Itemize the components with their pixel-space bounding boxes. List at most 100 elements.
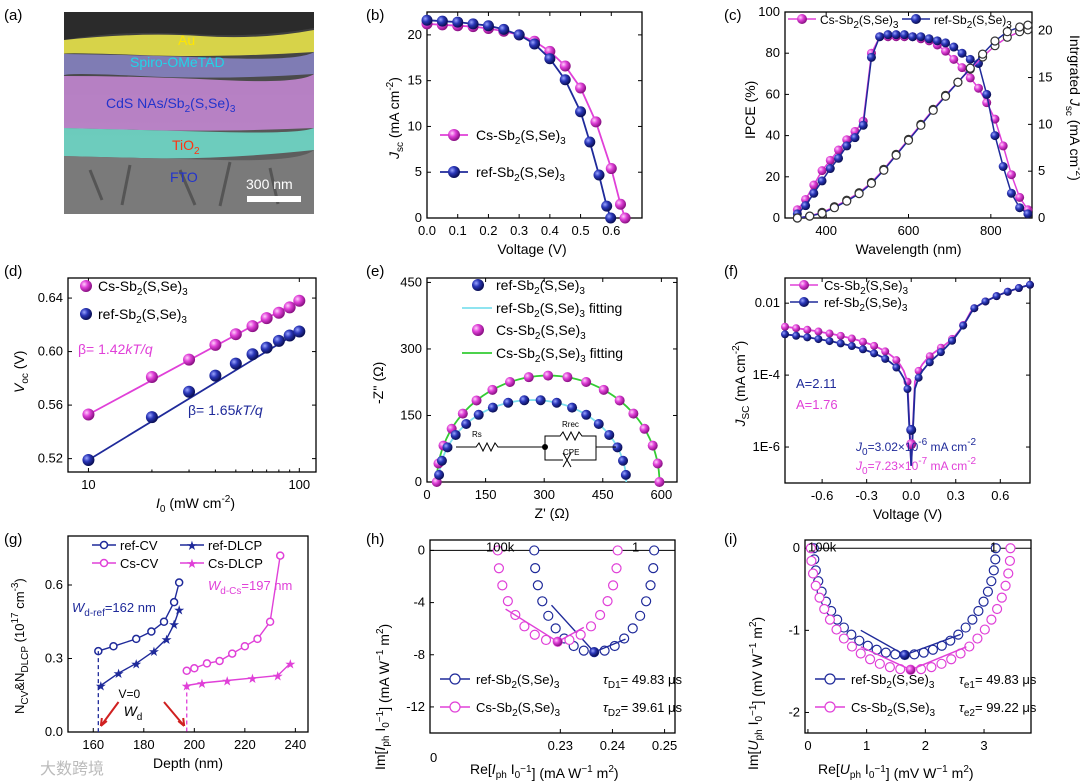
data-point [1023,209,1033,219]
data-point-cs [864,654,876,665]
data-point-cs [846,641,858,652]
text-part: m [749,627,765,643]
data-point [559,60,571,72]
data-point-ref [978,596,989,607]
data-point-cs [1005,543,1016,554]
legend-tau: τe2= 99.22 μs [959,700,1037,719]
data-point [982,89,992,99]
y-tick-label: 20 [408,27,422,42]
y-tick-label: 0.56 [38,397,63,412]
data-point [275,551,285,560]
data-point-ref [1014,284,1023,293]
data-point-cs [838,633,849,644]
data-point-ref [914,373,923,382]
text-part: ref-Sb [851,672,886,687]
data-point-ref [927,644,939,655]
text-part: Cs-Sb [851,700,887,715]
text-part: SC [741,406,752,420]
data-point-ref [627,623,638,634]
data-point-ref [858,345,867,354]
text-part: 2 [515,136,521,147]
data-point-integrated [879,165,889,175]
text-part: -2 [1073,167,1080,176]
legend-label-ref: ref-Sb2(S,Se)3 [824,295,908,314]
text-part: (S,Se) [540,345,580,361]
peak-point [906,665,916,675]
x-tick-label: 180 [133,737,155,752]
data-point-ref [620,469,631,480]
text-part: 2 [512,708,518,719]
data-point-cs [575,629,586,640]
annotation-v0: V=0 [119,687,141,701]
data-point-ref [649,545,660,556]
text-part: 3 [930,708,936,719]
text-part: Intrgrated [1067,35,1080,99]
data-point-ref [814,335,823,344]
data-point-cs [607,580,619,591]
data-point [834,153,844,163]
data-point-cs [581,376,592,387]
freq-label-low: 1 [990,540,997,555]
text-part: -2 [967,437,976,448]
data-point-ref [473,409,484,420]
data-point [850,133,860,143]
data-point-ref [641,596,652,607]
data-point-cs [946,654,957,665]
text-part: 0 [160,504,166,515]
x-tick-label: 200 [183,737,205,752]
text-part: ) [969,765,974,781]
data-point [1006,170,1016,180]
text-part: (S,Se) [859,13,893,27]
data-point [421,14,433,26]
y-tick-label: 60 [766,86,780,101]
text-part: e2 [964,708,976,719]
line-segment [860,629,906,656]
data-point [825,164,835,174]
text-part: ref-Sb [476,164,514,180]
text-part: U [840,761,851,777]
data-point-ref [618,455,629,466]
text-part: -7 [918,456,927,467]
y-tick-label: 0.6 [45,577,63,592]
line-segment [860,646,911,671]
data-point-star: ★ [272,669,284,684]
x-axis-label: Re[Uph I0−1] (mV W−1 m2) [818,761,974,781]
legend-label: ref-Sb2(S,Se)3 [851,672,935,691]
peak-point [553,637,563,647]
y-axis-label: -Z'' (Ω) [370,362,386,404]
y2-axis-label: Intrgrated Jsc (mA cm-2) [1063,35,1080,181]
x-tick-label: 0.6 [991,488,1009,503]
data-point [834,145,844,155]
text-part: 0 [381,722,392,728]
data-point [246,320,259,333]
data-point [809,188,819,198]
data-point-ref [593,418,604,429]
text-part: (mA cm [386,91,402,142]
data-point-cs [925,352,934,361]
text-part: −1 [874,764,886,775]
data-point-cs [979,624,990,635]
fit-line-cs [435,374,661,483]
data-point-ref [537,596,548,607]
legend-marker-ref [799,297,809,307]
data-point [941,38,951,48]
text-part: ) [12,578,27,582]
y-tick-label: 0.60 [38,344,63,359]
text-part: (mA cm [732,354,748,405]
data-point-cs [628,408,639,419]
data-point-ref [604,429,615,440]
text-part: U [745,740,761,751]
data-point-ref [992,292,1001,301]
data-point-cs [825,329,834,338]
y-tick-label: 0 [773,210,780,225]
legend-label-cs: Cs-Sb2(S,Se)3 [496,322,586,342]
x-tick-label: 0.1 [449,223,467,238]
text-part: 2 [534,286,540,297]
text-part: 2 [853,20,859,31]
y-tick-label: 0.64 [38,290,63,305]
text-part: kT/q [235,402,262,418]
data-point-cs [1004,555,1016,567]
panel-label-f: (f) [724,263,738,280]
cpe-symbol [562,452,572,468]
